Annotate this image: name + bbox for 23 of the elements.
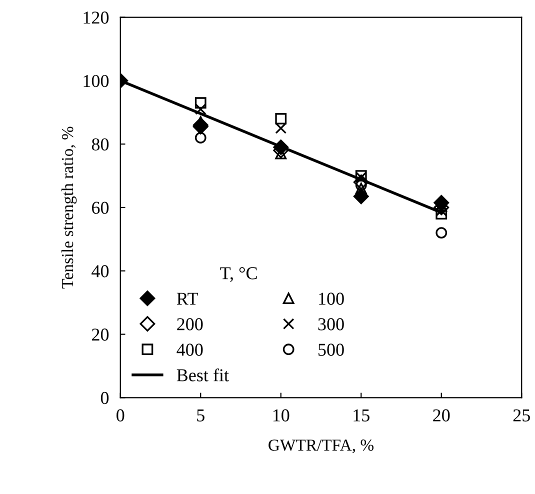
y-axis-title: Tensile strength ratio, % — [61, 126, 77, 289]
x-tick-label: 20 — [433, 409, 450, 422]
x-tick-label: 25 — [513, 409, 530, 422]
x-tick-label: 0 — [116, 409, 124, 422]
legend-title: T, °C — [220, 267, 257, 282]
legend-label: 400 — [176, 344, 203, 356]
y-tick-label: 100 — [84, 74, 109, 88]
legend-label: RT — [176, 292, 198, 305]
x-axis-title: GWTR/TFA, % — [268, 440, 374, 454]
y-tick-label: 0 — [100, 392, 109, 404]
legend-label: 200 — [177, 318, 203, 330]
y-tick-label: 60 — [92, 202, 109, 214]
x-tick-label: 5 — [197, 409, 204, 422]
legend-label: 100 — [319, 292, 344, 305]
y-tick-label: 40 — [92, 265, 109, 278]
x-tick-label: 10 — [273, 409, 290, 422]
y-tick-label: 80 — [92, 138, 109, 151]
legend-label: 500 — [318, 344, 344, 356]
legend-label: Best fit — [176, 368, 229, 382]
y-tick-label: 120 — [84, 12, 109, 24]
legend-label: 300 — [318, 318, 344, 330]
y-tick-label: 20 — [92, 328, 109, 341]
x-tick-label: 15 — [354, 409, 370, 422]
